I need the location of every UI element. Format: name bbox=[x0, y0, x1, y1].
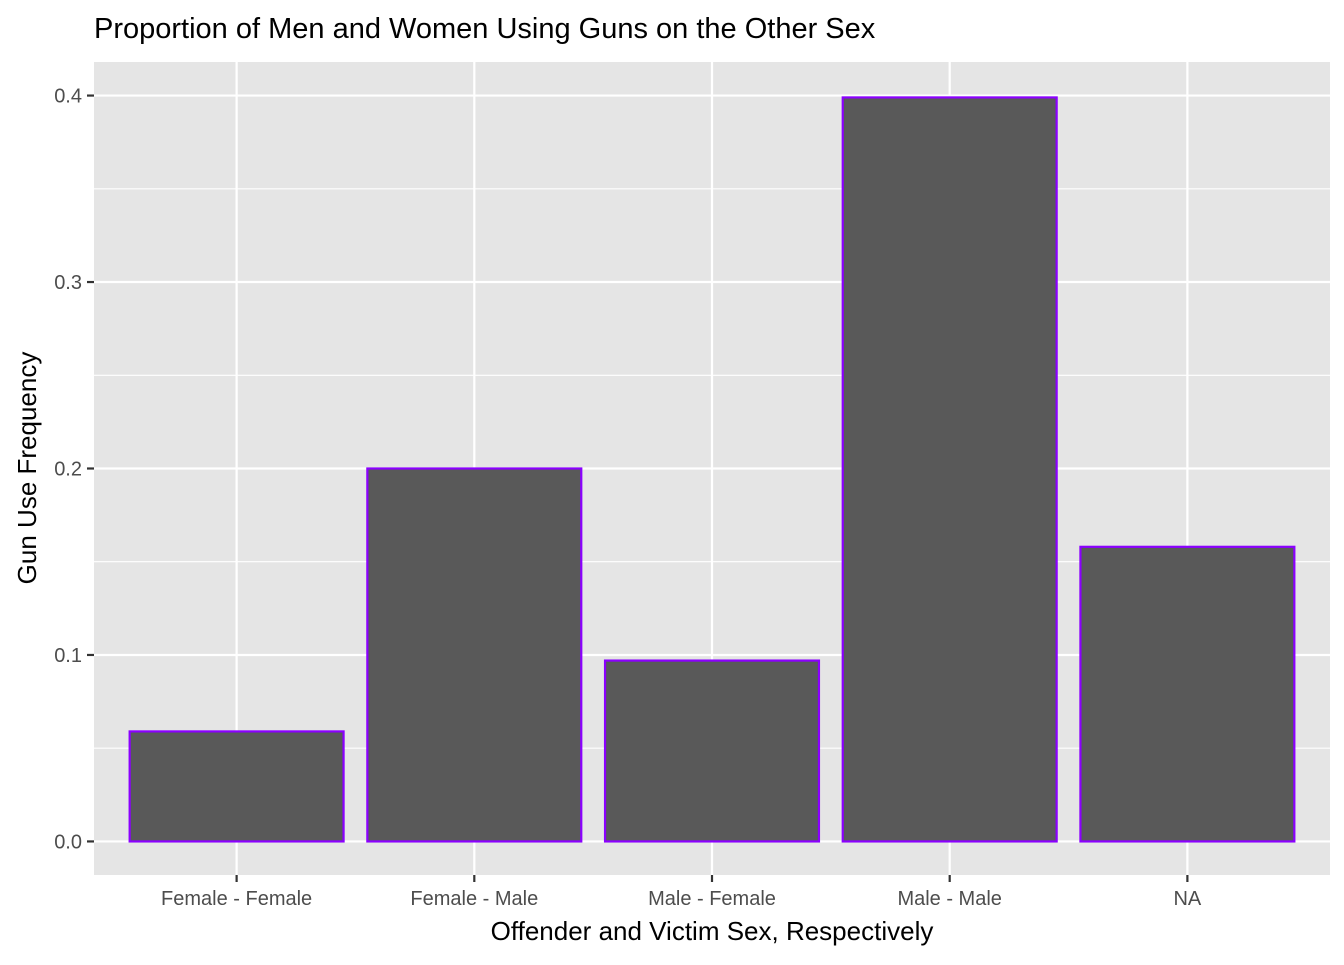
bar bbox=[841, 96, 1058, 843]
x-axis: Female - Female Female - Male Male - Femal… bbox=[161, 875, 1202, 910]
bar bbox=[603, 659, 821, 843]
y-tick-label: 0.0 bbox=[54, 831, 82, 853]
y-tick-label: 0.2 bbox=[54, 459, 82, 481]
x-axis-label: Offender and Victim Sex, Respectively bbox=[491, 916, 934, 946]
x-tick-label: Male - Female bbox=[648, 888, 776, 910]
y-tick-label: 0.4 bbox=[54, 86, 82, 108]
y-tick-label: 0.3 bbox=[54, 272, 82, 294]
bar bbox=[128, 730, 345, 843]
y-tick-label: 0.1 bbox=[54, 645, 82, 667]
x-tick-label: NA bbox=[1173, 888, 1201, 910]
y-axis: 0.0 0.1 0.2 0.3 0.4 bbox=[54, 86, 94, 853]
x-tick-label: Female - Male bbox=[410, 888, 538, 910]
y-axis-label: Gun Use Frequency bbox=[12, 352, 42, 585]
bar-series bbox=[128, 96, 1296, 843]
bar bbox=[366, 467, 583, 843]
bar bbox=[1079, 545, 1296, 843]
chart-title: Proportion of Men and Women Using Guns o… bbox=[94, 13, 876, 45]
x-tick-label: Male - Male bbox=[897, 888, 1001, 910]
x-tick-label: Female - Female bbox=[161, 888, 312, 910]
